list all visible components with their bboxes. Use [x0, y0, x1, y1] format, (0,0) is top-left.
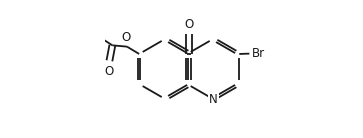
Text: N: N — [209, 93, 217, 106]
Text: O: O — [104, 65, 113, 78]
Text: O: O — [122, 31, 131, 44]
Text: Br: Br — [252, 47, 265, 60]
Text: O: O — [185, 18, 194, 31]
